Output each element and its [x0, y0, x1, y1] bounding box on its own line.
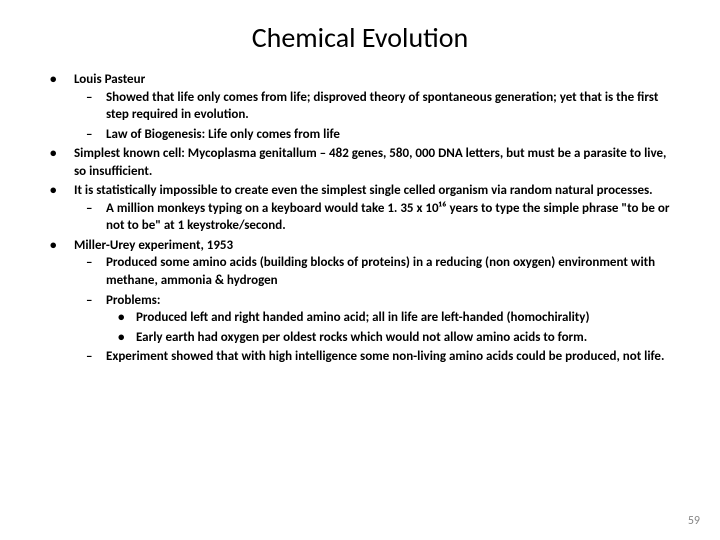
sub-sub-bullet-item: Produced left and right handed amino aci… — [106, 309, 680, 327]
sub-bullet-item: Experiment showed that with high intelli… — [74, 348, 680, 366]
page-number: 59 — [688, 514, 700, 528]
bullet-text: Showed that life only comes from life; d… — [106, 90, 658, 123]
bullet-text: Problems: — [106, 293, 160, 308]
bullet-text: Louis Pasteur — [74, 72, 145, 87]
sub-bullet-item: A million monkeys typing on a keyboard w… — [74, 200, 680, 235]
bullet-item: Louis Pasteur Showed that life only come… — [40, 71, 680, 143]
bullet-item: Miller-Urey experiment, 1953 Produced so… — [40, 237, 680, 366]
sub-list: Produced some amino acids (building bloc… — [74, 254, 680, 365]
sub-sub-bullet-item: Early earth had oxygen per oldest rocks … — [106, 329, 680, 347]
sub-sub-list: Produced left and right handed amino aci… — [106, 309, 680, 346]
sub-bullet-item: Problems: Produced left and right handed… — [74, 292, 680, 347]
bullet-text: Miller-Urey experiment, 1953 — [74, 238, 233, 253]
bullet-list: Louis Pasteur Showed that life only come… — [40, 71, 680, 366]
sub-bullet-item: Showed that life only comes from life; d… — [74, 89, 680, 124]
bullet-item: Simplest known cell: Mycoplasma genitall… — [40, 145, 680, 180]
slide-content: Louis Pasteur Showed that life only come… — [40, 71, 680, 366]
sub-bullet-item: Produced some amino acids (building bloc… — [74, 254, 680, 289]
slide: Chemical Evolution Louis Pasteur Showed … — [0, 0, 720, 540]
sub-bullet-item: Law of Biogenesis: Life only comes from … — [74, 126, 680, 144]
bullet-text: Experiment showed that with high intelli… — [106, 349, 664, 364]
bullet-text: Law of Biogenesis: Life only comes from … — [106, 127, 340, 142]
slide-title: Chemical Evolution — [40, 20, 680, 55]
sub-list: Showed that life only comes from life; d… — [74, 89, 680, 144]
sub-list: A million monkeys typing on a keyboard w… — [74, 200, 680, 235]
bullet-text: Simplest known cell: Mycoplasma genitall… — [74, 146, 666, 179]
bullet-text: Early earth had oxygen per oldest rocks … — [136, 330, 587, 345]
bullet-text: Produced some amino acids (building bloc… — [106, 255, 655, 288]
bullet-item: It is statistically impossible to create… — [40, 182, 680, 235]
bullet-text: Produced left and right handed amino aci… — [136, 310, 590, 325]
bullet-text: It is statistically impossible to create… — [74, 183, 653, 198]
bullet-text: A million monkeys typing on a keyboard w… — [106, 201, 669, 234]
